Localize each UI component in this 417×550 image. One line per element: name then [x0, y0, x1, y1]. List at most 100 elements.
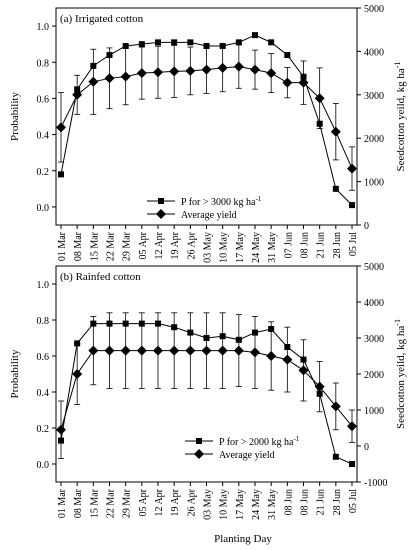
x-tick-label: 12 Apr	[154, 231, 165, 259]
data-point-square	[332, 453, 339, 460]
data-point-diamond	[298, 365, 309, 376]
x-tick-label: 07 Jun	[283, 232, 294, 258]
data-point-diamond	[298, 77, 309, 88]
y-right-tick-label: 2000	[364, 134, 384, 145]
y-left-tick-label: 0.4	[37, 388, 50, 399]
x-tick-label: 28 Jun	[332, 232, 343, 258]
x-tick-label: 05 Jul	[348, 489, 359, 513]
data-point-diamond	[88, 345, 99, 356]
x-tick-label: 28 Jun	[332, 489, 343, 515]
x-tick-label: 05 Jul	[348, 232, 359, 256]
y-right-axis-title-text: Seedcotton yeild, kg ha	[395, 326, 407, 429]
data-point-diamond	[153, 345, 163, 356]
data-point-diamond	[104, 73, 115, 84]
x-tick-label: 22 Mar	[106, 231, 117, 261]
data-point-square	[155, 39, 161, 46]
x-tick-label: 10 May	[219, 232, 230, 263]
data-point-diamond	[169, 345, 180, 356]
x-tick-label: 08 Mar	[73, 488, 84, 518]
x-tick-label: 31 May	[267, 232, 278, 263]
data-point-diamond	[72, 369, 83, 379]
y-right-tick-label: 5000	[364, 4, 384, 15]
y-right-tick-label: 3000	[364, 334, 384, 345]
data-point-diamond	[282, 77, 293, 88]
x-tick-label: 01 Mar	[57, 488, 68, 518]
legend-label: P for > 3000 kg ha-1	[181, 195, 262, 208]
x-tick-label: 08 Jun	[283, 489, 294, 515]
plot-frame	[55, 7, 358, 226]
y-right-axis-title-superscript: -1	[393, 319, 402, 326]
data-point-diamond	[194, 449, 204, 459]
legend-label-superscript: -1	[293, 435, 299, 443]
data-point-diamond	[169, 66, 180, 77]
legend-label: Average yield	[181, 210, 237, 221]
data-point-diamond	[266, 68, 277, 79]
data-point-diamond	[201, 345, 212, 356]
data-point-diamond	[347, 163, 357, 174]
y-right-tick-label: 0	[364, 221, 369, 232]
x-tick-label: 31 May	[267, 489, 278, 520]
legend-label: P for > 2000 kg ha-1	[219, 435, 300, 448]
y-right-axis-title: Seedcotton yeild, kg ha-1	[393, 62, 407, 172]
y-right-tick-label: 0	[364, 442, 369, 453]
panel-label: (a) Irrigated cotton	[60, 13, 144, 25]
y-right-tick-label: 1000	[364, 406, 384, 417]
data-point-diamond	[233, 345, 244, 356]
series-average-yield	[56, 312, 357, 460]
y-left-tick-label: 0.0	[37, 460, 50, 471]
x-tick-label: 08 Jun	[300, 489, 311, 515]
y-left-tick-label: 0.8	[37, 316, 50, 327]
x-tick-label: 03 May	[203, 489, 214, 520]
legend-label-text: Average yield	[181, 210, 237, 221]
x-tick-label: 21 Jun	[316, 232, 327, 258]
data-point-diamond	[201, 64, 212, 75]
legend: P for > 2000 kg ha-1 Average yield	[185, 435, 300, 461]
y-left-tick-label: 0.8	[37, 58, 50, 69]
series-average-yield	[56, 43, 357, 191]
legend: P for > 3000 kg ha-1 Average yield	[147, 195, 262, 221]
data-point-diamond	[120, 345, 131, 356]
data-point-square	[138, 41, 145, 48]
legend-label-superscript: -1	[255, 195, 261, 203]
y-right-axis-title-superscript: -1	[393, 62, 402, 69]
data-point-diamond	[104, 345, 115, 356]
y-left-tick-label: 0.2	[37, 424, 50, 435]
data-point-square	[349, 461, 355, 467]
data-point-square	[122, 42, 129, 49]
y-left-axis-title: Probability	[9, 349, 21, 398]
data-point-diamond	[136, 68, 147, 79]
data-point-diamond	[217, 62, 228, 73]
data-point-square	[284, 52, 291, 59]
panel-irrigated: 0.0 0.2 0.4 0.6 0.8 1.0 0 1000 2000 3000 4000 5000 0…	[9, 4, 407, 263]
y-left-tick-label: 0.0	[37, 203, 50, 214]
data-point-diamond	[330, 401, 341, 412]
x-tick-label: 17 May	[235, 489, 246, 520]
x-tick-label: 21 Jun	[316, 489, 327, 515]
data-point-diamond	[330, 126, 341, 137]
x-tick-label: 15 Mar	[89, 488, 100, 518]
data-point-diamond	[153, 67, 163, 78]
y-left-axis-title: Probability	[9, 92, 21, 141]
y-right-tick-label: -1000	[364, 478, 387, 489]
x-tick-label: 22 Mar	[106, 488, 117, 518]
data-point-square	[235, 39, 242, 46]
data-point-diamond	[56, 122, 66, 133]
x-tick-label: 24 May	[251, 489, 262, 520]
y-right-axis-title-text: Seedcotton yeild, kg ha	[395, 68, 407, 171]
data-point-square	[171, 39, 178, 46]
data-point-diamond	[282, 354, 293, 365]
data-point-diamond	[217, 345, 228, 356]
data-point-square	[268, 39, 275, 46]
y-right-tick-label: 1000	[364, 178, 384, 189]
x-tick-label: 29 Mar	[122, 488, 133, 518]
data-point-diamond	[314, 381, 325, 392]
data-point-diamond	[250, 64, 260, 75]
data-point-diamond	[185, 65, 196, 76]
data-point-diamond	[314, 93, 325, 104]
x-tick-label: 03 May	[203, 232, 214, 263]
x-tick-label: 19 Apr	[170, 488, 181, 516]
y-right-tick-label: 4000	[364, 298, 384, 309]
legend-label-text: P for > 3000 kg ha	[181, 197, 256, 208]
y-left-tick-label: 0.2	[37, 167, 50, 178]
